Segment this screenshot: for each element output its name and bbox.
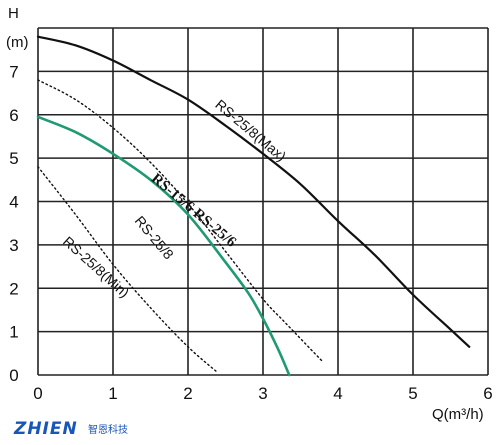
curve-label-0: RS-25/8(Max) (212, 96, 289, 164)
tick-labels: 0 1 2 3 4 5 6 0 1 2 3 4 5 6 7 (9, 62, 492, 403)
y-tick-label: 2 (9, 279, 18, 298)
y-axis-title: H (8, 5, 19, 22)
y-tick-label: 1 (9, 323, 18, 342)
watermark-sub: 智恩科技 (88, 423, 128, 436)
x-tick-label: 2 (183, 384, 192, 403)
series-line-3 (37, 166, 219, 374)
watermark-logo: ZHIEN 智恩科技 (13, 419, 128, 439)
watermark-brand: ZHIEN (13, 419, 78, 439)
curve-label-2: RS-25/8 (132, 213, 177, 263)
curve-labels: RS-25/8(Max)RS-15/6 RS-25/6RS-25/8RS-25/… (60, 96, 289, 301)
y-tick-label: 7 (9, 62, 18, 81)
y-tick-label: 0 (9, 366, 18, 385)
y-tick-label: 6 (9, 106, 18, 125)
x-tick-label: 0 (33, 384, 42, 403)
x-axis-title: Q(m³/h) (432, 406, 484, 423)
x-tick-label: 5 (408, 384, 417, 403)
grid (37, 27, 489, 376)
x-tick-label: 4 (333, 384, 342, 403)
y-tick-label: 4 (9, 193, 18, 212)
x-tick-label: 1 (108, 384, 117, 403)
y-tick-label: 3 (9, 236, 18, 255)
x-tick-label: 3 (258, 384, 267, 403)
y-tick-label: 5 (9, 149, 18, 168)
series-line-1 (36, 115, 291, 377)
series-line-2 (37, 79, 324, 363)
x-tick-label: 6 (483, 384, 492, 403)
series-group (36, 35, 471, 377)
series-line-0 (36, 35, 471, 348)
y-axis-unit: (m) (6, 34, 29, 51)
